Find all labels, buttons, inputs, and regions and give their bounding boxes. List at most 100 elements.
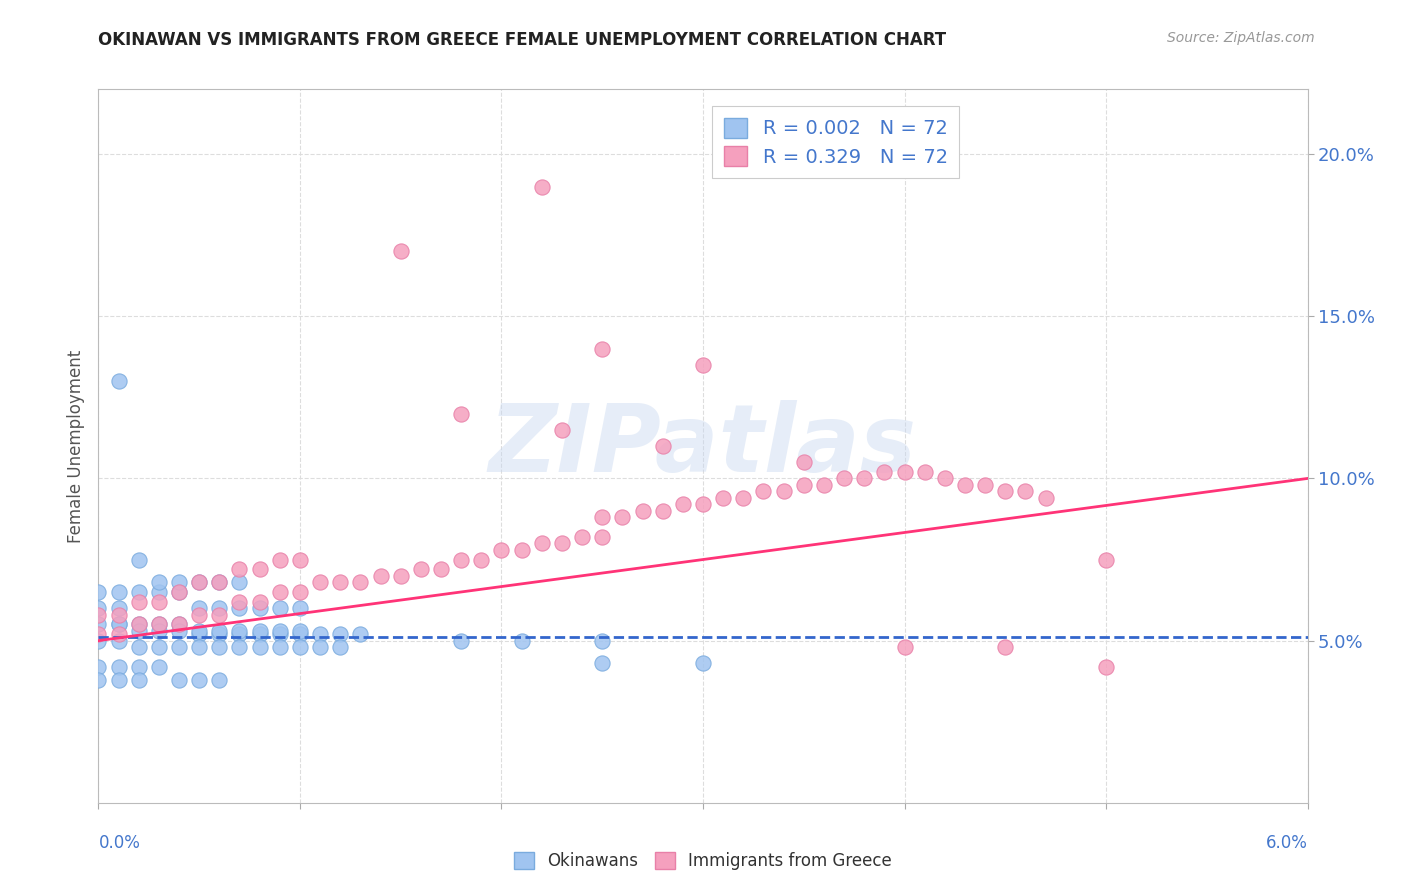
Point (1095, 552, 1118, 566)
Point (370, 568, 392, 582)
Point (309, 640, 332, 654)
Point (793, 478, 815, 492)
Point (208, 640, 231, 654)
Point (249, 595, 271, 609)
Point (711, 491, 734, 505)
Point (208, 575, 231, 590)
Point (591, 510, 613, 524)
Point (269, 627, 291, 641)
Point (832, 471, 855, 485)
Point (148, 640, 170, 654)
Point (612, 510, 634, 524)
Point (228, 575, 250, 590)
Point (167, 585, 190, 599)
Point (148, 595, 170, 609)
Point (208, 673, 231, 687)
Point (450, 633, 472, 648)
Point (692, 497, 714, 511)
Point (128, 640, 150, 654)
Point (450, 552, 472, 566)
Point (188, 607, 211, 622)
Point (107, 627, 129, 641)
Point (853, 471, 876, 485)
Point (288, 627, 311, 641)
Point (148, 575, 170, 590)
Point (87, 585, 110, 599)
Text: 0.0%: 0.0% (98, 834, 141, 852)
Point (994, 484, 1017, 499)
Point (551, 536, 574, 550)
Point (188, 624, 211, 638)
Point (329, 627, 352, 641)
Point (107, 607, 129, 622)
Point (288, 552, 311, 566)
Point (128, 617, 150, 632)
Point (107, 617, 129, 632)
Point (107, 601, 129, 615)
Point (249, 601, 271, 615)
Point (128, 617, 150, 632)
Text: OKINAWAN VS IMMIGRANTS FROM GREECE FEMALE UNEMPLOYMENT CORRELATION CHART: OKINAWAN VS IMMIGRANTS FROM GREECE FEMAL… (98, 31, 946, 49)
Point (107, 374, 129, 388)
Point (551, 423, 574, 437)
Point (450, 407, 472, 421)
Point (269, 624, 291, 638)
Point (309, 627, 332, 641)
Point (269, 601, 291, 615)
Point (249, 624, 271, 638)
Point (148, 659, 170, 673)
Point (208, 601, 231, 615)
Point (1014, 484, 1036, 499)
Point (672, 497, 695, 511)
Point (591, 657, 613, 671)
Point (873, 465, 896, 479)
Point (87, 627, 110, 641)
Point (591, 530, 613, 544)
Point (329, 575, 352, 590)
Point (591, 633, 613, 648)
Point (651, 504, 673, 518)
Point (470, 552, 492, 566)
Point (389, 568, 412, 582)
Point (228, 640, 250, 654)
Point (148, 624, 170, 638)
Point (1095, 659, 1118, 673)
Point (87, 633, 110, 648)
Point (934, 471, 956, 485)
Point (813, 478, 835, 492)
Point (752, 484, 775, 499)
Legend: Okinawans, Immigrants from Greece: Okinawans, Immigrants from Greece (508, 845, 898, 877)
Point (228, 627, 250, 641)
Point (208, 575, 231, 590)
Point (188, 640, 211, 654)
Point (269, 640, 291, 654)
Point (148, 585, 170, 599)
Point (167, 585, 190, 599)
Point (128, 624, 150, 638)
Point (288, 585, 311, 599)
Text: Source: ZipAtlas.com: Source: ZipAtlas.com (1167, 31, 1315, 45)
Point (249, 627, 271, 641)
Point (87, 673, 110, 687)
Point (128, 595, 150, 609)
Point (914, 465, 936, 479)
Point (530, 179, 553, 194)
Point (208, 627, 231, 641)
Point (651, 439, 673, 453)
Point (329, 640, 352, 654)
Point (974, 478, 997, 492)
Point (249, 640, 271, 654)
Point (510, 542, 533, 557)
Point (128, 552, 150, 566)
Point (167, 575, 190, 590)
Point (893, 640, 915, 654)
Point (188, 601, 211, 615)
Point (430, 562, 453, 576)
Point (107, 673, 129, 687)
Point (530, 536, 553, 550)
Text: 6.0%: 6.0% (1265, 834, 1308, 852)
Point (389, 244, 412, 259)
Point (288, 601, 311, 615)
Point (893, 465, 915, 479)
Point (148, 617, 170, 632)
